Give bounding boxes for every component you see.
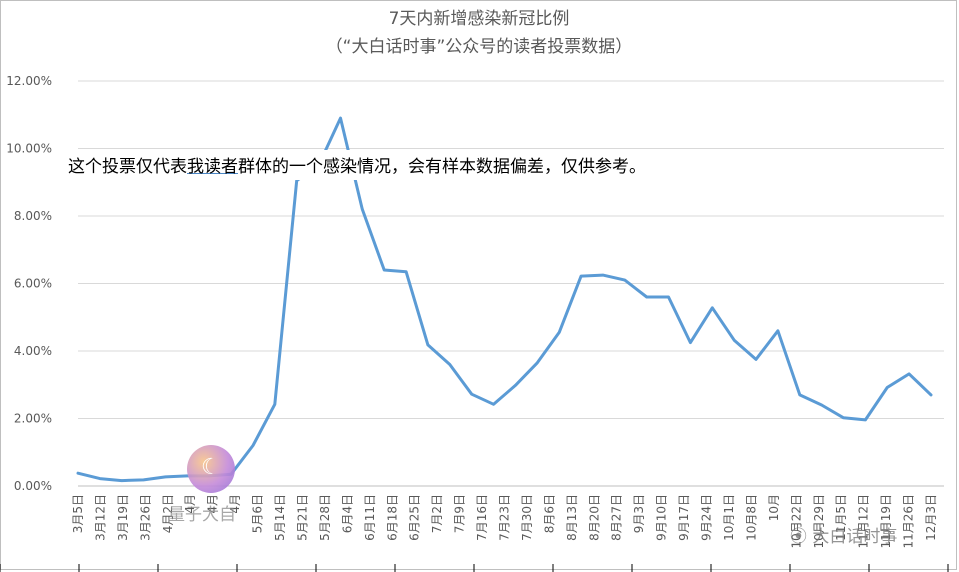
data-point: [623, 278, 626, 282]
x-tick-label: 10月22日: [789, 494, 803, 549]
data-point: [557, 331, 561, 334]
data-point: [448, 363, 452, 366]
x-tick-label: 5月6日: [251, 494, 265, 533]
annotation-before: 这个投票仅代表: [68, 157, 187, 177]
data-point: [820, 403, 823, 407]
y-tick-label: 8.00%: [14, 209, 52, 223]
data-point: [142, 478, 145, 482]
chart-title: 7天内新增感染新冠比例: [389, 9, 570, 29]
x-tick-label: 8月13日: [565, 494, 579, 541]
x-tick-label: 4月2日: [161, 494, 175, 533]
x-tick-label: 3月5日: [71, 494, 85, 533]
data-point: [98, 477, 102, 480]
x-tick-label: 9月24日: [700, 494, 714, 541]
data-point: [886, 386, 889, 389]
annotation-underlined: 我读者: [187, 157, 238, 177]
x-tick-label: 10月1日: [722, 494, 736, 541]
watermark-right: ⦿ 大白话时事: [790, 527, 898, 547]
x-tick-label: 7月16日: [475, 494, 489, 541]
x-tick-label: 8月27日: [610, 494, 624, 541]
data-point: [842, 416, 845, 420]
chart-subtitle: （“大白话时事”公众号的读者投票数据）: [326, 37, 633, 57]
x-tick-label: 6月11日: [363, 494, 377, 541]
x-tick-label: 8月20日: [587, 494, 601, 541]
annotation-note: 这个投票仅代表我读者群体的一个感染情况，会有样本数据偏差，仅供参考。: [66, 150, 650, 180]
x-tick-label: 11月12日: [857, 494, 871, 549]
x-tick-label: 6月4日: [340, 494, 354, 533]
x-tick-label: 10月29日: [812, 494, 826, 549]
data-point: [645, 295, 648, 299]
data-point: [864, 418, 867, 422]
y-tick-label: 4.00%: [14, 344, 52, 358]
x-tick-label: 6月25日: [408, 494, 422, 541]
data-point: [711, 306, 714, 309]
x-tick-label: 8月6日: [542, 494, 556, 533]
y-tick-label: 10.00%: [6, 142, 52, 156]
data-point: [164, 475, 167, 479]
x-tick-label: 11月26日: [902, 494, 916, 549]
x-tick-label: 9月10日: [655, 494, 669, 541]
x-tick-label: 7月23日: [498, 494, 512, 541]
data-point: [426, 343, 430, 347]
x-axis: 3月5日 3月12日 3月19日 3月26日 4月2日 4月 4月 4月 5月6日 5月14日 5月…: [0, 494, 949, 572]
x-tick-label: 4月: [206, 494, 220, 514]
x-tick-label: 11月5日: [834, 494, 848, 541]
data-point: [754, 358, 758, 361]
x-tick-label: 3月26日: [138, 494, 152, 541]
x-tick-label: 3月12日: [93, 494, 107, 541]
data-point: [689, 341, 692, 344]
x-tick-label: 11月19日: [879, 494, 893, 549]
data-point: [273, 403, 277, 406]
data-point: [404, 270, 408, 273]
y-tick-label: 2.00%: [14, 412, 52, 426]
watermark-logo-icon: [187, 445, 235, 493]
data-point: [907, 372, 911, 376]
x-tick-label: 10月: [767, 494, 781, 521]
x-tick-label: 7月30日: [520, 494, 534, 541]
data-point: [251, 444, 255, 447]
x-tick-label: 5月28日: [318, 494, 332, 541]
data-point: [579, 274, 583, 278]
y-tick-label: 0.00%: [14, 479, 52, 493]
annotation-after: 群体的一个感染情况，会有样本数据偏差，仅供参考。: [238, 157, 646, 177]
x-tick-label: 12月3日: [924, 494, 938, 541]
data-point: [667, 295, 670, 299]
data-point: [732, 339, 736, 342]
data-point: [536, 361, 539, 365]
x-tick-label: 5月21日: [295, 494, 309, 541]
y-tick-label: 12.00%: [6, 74, 52, 88]
x-tick-label: 6月18日: [385, 494, 399, 541]
data-point: [361, 208, 364, 211]
x-tick-label: 3月19日: [116, 494, 130, 541]
x-tick-label: 4月: [183, 494, 197, 514]
data-point: [339, 116, 342, 120]
x-tick-label: 9月17日: [677, 494, 691, 541]
data-point: [470, 393, 473, 396]
rabbit-icon: ☾: [201, 455, 221, 480]
watermark-left: 量子大自: [168, 505, 236, 525]
x-tick-label: 7月9日: [453, 494, 467, 533]
data-point: [776, 329, 780, 332]
watermark-right-text: 大白话时事: [812, 527, 898, 547]
x-tick-label: 10月8日: [744, 494, 758, 541]
data-point: [76, 471, 80, 475]
data-point: [601, 273, 605, 277]
data-point: [383, 268, 386, 272]
x-tick-label: 4月: [228, 494, 242, 514]
y-axis-ticks: 0.00% 2.00% 4.00% 6.00% 8.00% 10.00% 12.00%: [6, 74, 52, 493]
data-point: [514, 384, 517, 387]
x-tick-label: 5月14日: [273, 494, 287, 541]
x-tick-label: 9月3日: [632, 494, 646, 533]
x-tick-label: 7月2日: [430, 494, 444, 533]
data-point: [798, 393, 801, 397]
data-point: [492, 403, 495, 406]
data-point: [929, 393, 933, 397]
grid-lines: [78, 80, 944, 487]
y-tick-label: 6.00%: [14, 277, 52, 291]
data-point: [120, 479, 123, 482]
